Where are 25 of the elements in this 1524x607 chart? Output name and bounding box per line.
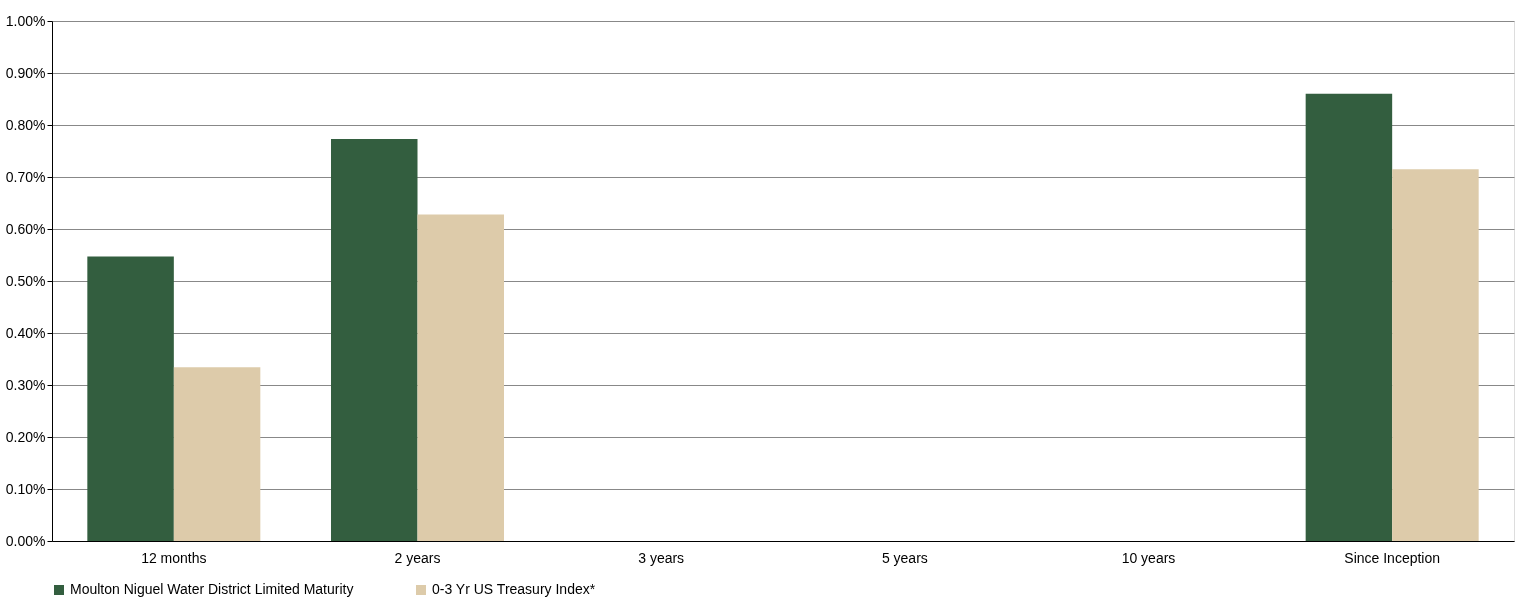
bar xyxy=(417,214,504,541)
x-tick-label: 3 years xyxy=(638,549,685,566)
y-tick-label: 0.20% xyxy=(5,428,46,445)
y-tick-label: 0.30% xyxy=(5,376,46,393)
legend-label: 0-3 Yr US Treasury Index* xyxy=(432,581,596,597)
y-tick-label: 0.10% xyxy=(5,480,46,497)
bar xyxy=(173,367,261,541)
y-tick-label: 0.50% xyxy=(5,272,46,289)
x-tick-label: 2 years xyxy=(394,549,441,566)
y-tick-label: 0.70% xyxy=(5,168,46,185)
bar xyxy=(1305,93,1393,541)
y-tick-label: 0.40% xyxy=(5,324,46,341)
y-tick-label: 0.80% xyxy=(5,116,46,133)
y-tick-label: 1.00% xyxy=(5,12,46,29)
y-tick-label: 0.00% xyxy=(5,532,46,549)
x-tick-label: 5 years xyxy=(881,549,928,566)
y-tick-label: 0.90% xyxy=(5,64,46,81)
y-tick-label: 0.60% xyxy=(5,220,46,237)
bar xyxy=(331,139,418,541)
bar xyxy=(1392,169,1479,541)
x-tick-label: 10 years xyxy=(1121,549,1176,566)
bar xyxy=(87,256,174,541)
x-tick-label: 12 months xyxy=(141,549,207,566)
legend-label: Moulton Niguel Water District Limited Maturity xyxy=(70,581,354,597)
x-tick-label: Since Inception xyxy=(1344,549,1441,566)
